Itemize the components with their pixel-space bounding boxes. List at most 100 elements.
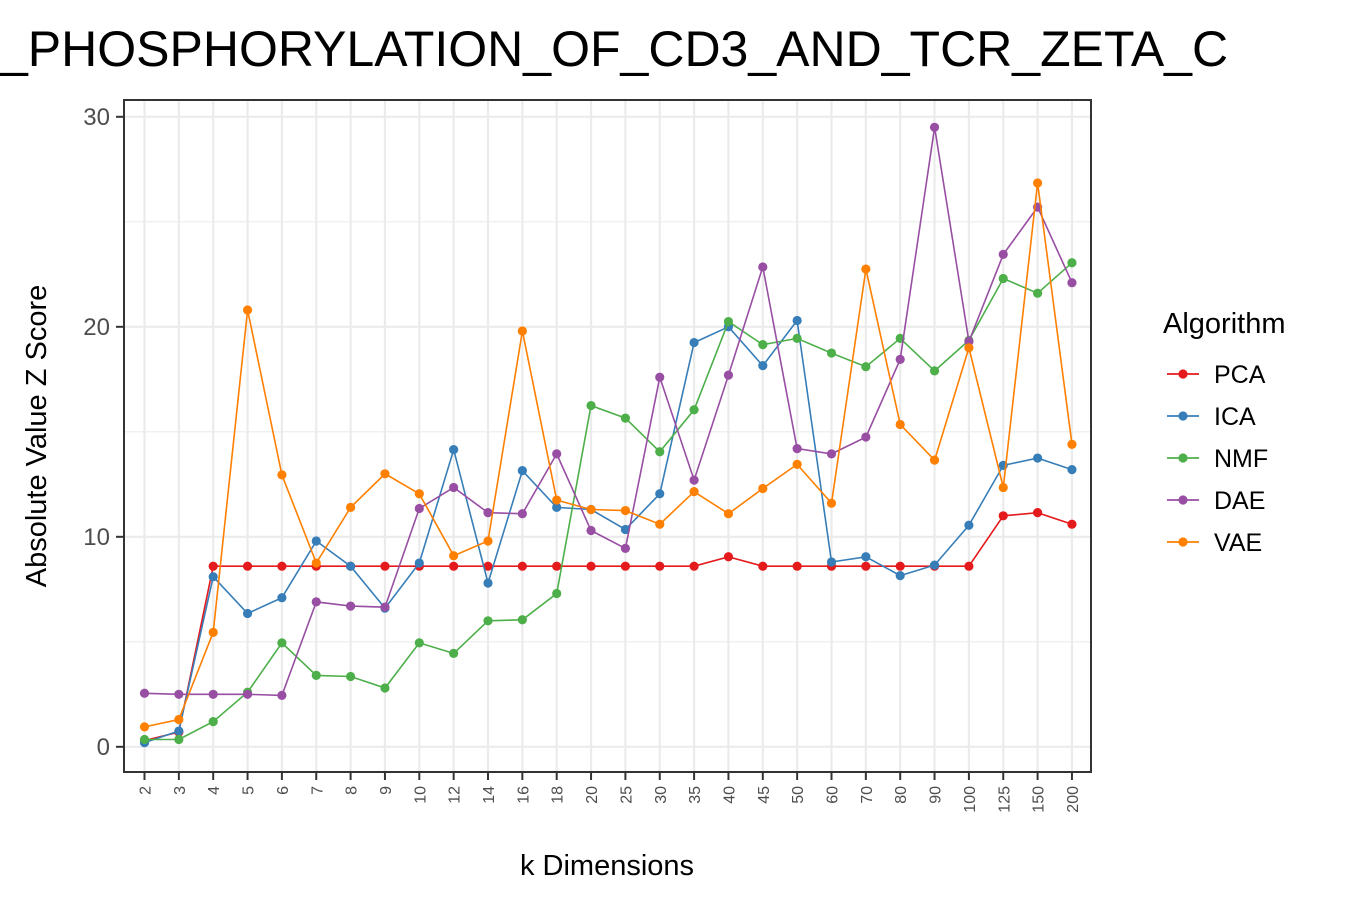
data-point-vae (655, 519, 665, 529)
data-point-vae (552, 495, 562, 505)
data-point-nmf (414, 638, 424, 648)
legend-item-ica: ICA (1167, 403, 1256, 431)
data-point-ica (346, 561, 356, 571)
x-tick-label: 25 (618, 786, 635, 804)
series-line-nmf (144, 262, 1073, 741)
x-tick-label: 9 (378, 786, 395, 795)
data-point-ica (895, 571, 905, 581)
x-tick-label: 12 (447, 786, 464, 804)
data-point-dae (689, 475, 699, 485)
data-point-nmf (826, 348, 837, 358)
series-vae (139, 178, 1077, 732)
series-line-pca (144, 511, 1073, 742)
legend-key-point (1178, 537, 1188, 547)
legend-key-point (1178, 369, 1188, 379)
data-point-pca (380, 561, 390, 571)
series-dae (139, 122, 1077, 700)
data-point-dae (723, 370, 734, 380)
data-point-nmf (517, 615, 527, 625)
x-tick-label: 16 (515, 786, 532, 804)
data-point-ica (655, 489, 665, 499)
data-point-dae (929, 122, 940, 132)
data-point-ica (483, 578, 493, 588)
x-tick-label: 35 (687, 786, 704, 804)
data-point-dae (655, 372, 665, 382)
x-tick-label: 125 (996, 786, 1013, 813)
data-point-ica (620, 524, 631, 535)
data-point-pca (620, 561, 631, 571)
data-point-ica (414, 558, 424, 568)
data-point-pca (723, 552, 734, 562)
data-point-nmf (311, 670, 321, 681)
data-point-vae (380, 469, 390, 479)
data-point-ica (277, 593, 287, 603)
data-point-dae (380, 602, 390, 612)
data-point-nmf (861, 362, 871, 372)
x-tick-label: 70 (859, 786, 876, 804)
data-point-dae (517, 509, 527, 519)
data-point-dae (895, 354, 905, 364)
data-point-dae (139, 688, 150, 698)
legend-key-point (1178, 495, 1188, 505)
legend-label: ICA (1214, 403, 1256, 431)
series-nmf (139, 258, 1077, 745)
data-point-ica (964, 520, 974, 530)
x-tick-label: 90 (928, 786, 945, 804)
data-point-vae (998, 482, 1008, 493)
data-point-vae (174, 714, 184, 725)
data-point-vae (414, 489, 424, 499)
data-point-nmf (689, 405, 699, 415)
data-point-vae (758, 483, 768, 494)
series-line-vae (144, 182, 1073, 728)
legend-item-dae: DAE (1167, 487, 1265, 515)
data-point-nmf (139, 734, 150, 745)
data-point-pca (483, 561, 493, 571)
data-point-vae (723, 509, 734, 519)
series-line-ica (144, 318, 1073, 744)
data-point-vae (277, 470, 287, 480)
data-point-dae (998, 249, 1008, 259)
data-point-nmf (723, 316, 734, 327)
data-point-pca (208, 561, 218, 571)
data-point-pca (1067, 519, 1077, 529)
data-point-pca (277, 561, 287, 571)
data-point-ica (1033, 453, 1043, 463)
y-tick-label: 30 (83, 104, 110, 131)
data-point-nmf (655, 447, 665, 457)
x-tick-label: 150 (1031, 786, 1048, 813)
data-point-nmf (380, 683, 390, 693)
data-point-ica (689, 337, 699, 348)
legend-label: NMF (1214, 445, 1268, 473)
data-point-pca (964, 561, 974, 571)
x-tick-label: 80 (893, 786, 910, 804)
data-point-nmf (1067, 258, 1077, 268)
legend-item-nmf: NMF (1167, 445, 1268, 473)
data-point-vae (1033, 178, 1043, 188)
y-tick-label: 20 (83, 314, 110, 341)
data-point-dae (311, 597, 321, 607)
series-pca (139, 508, 1077, 746)
data-point-dae (586, 525, 596, 536)
y-tick-label: 10 (83, 524, 110, 551)
x-tick-label: 200 (1065, 786, 1082, 813)
panel-background (124, 100, 1091, 772)
legend: Algorithm PCA ICA NMF DAE VAE (1163, 308, 1286, 557)
legend-label: PCA (1214, 361, 1266, 389)
data-point-ica (311, 536, 321, 546)
x-tick-label: 50 (790, 786, 807, 804)
y-axis-title: Absolute Value Z Score (21, 285, 53, 588)
legend-item-pca: PCA (1167, 361, 1266, 389)
data-point-vae (483, 536, 493, 546)
chart-title: _PHOSPHORYLATION_OF_CD3_AND_TCR_ZETA_C (0, 21, 1228, 77)
legend-key-point (1178, 411, 1188, 421)
data-point-nmf (620, 413, 631, 423)
data-point-vae (895, 419, 905, 430)
data-point-ica (1067, 465, 1077, 475)
y-tick-label: 0 (97, 734, 110, 761)
y-axis: 0 10 20 30 (83, 104, 124, 761)
data-point-pca (242, 561, 253, 571)
x-tick-label: 10 (412, 786, 429, 804)
data-point-pca (586, 561, 596, 571)
data-point-ica (552, 502, 562, 512)
